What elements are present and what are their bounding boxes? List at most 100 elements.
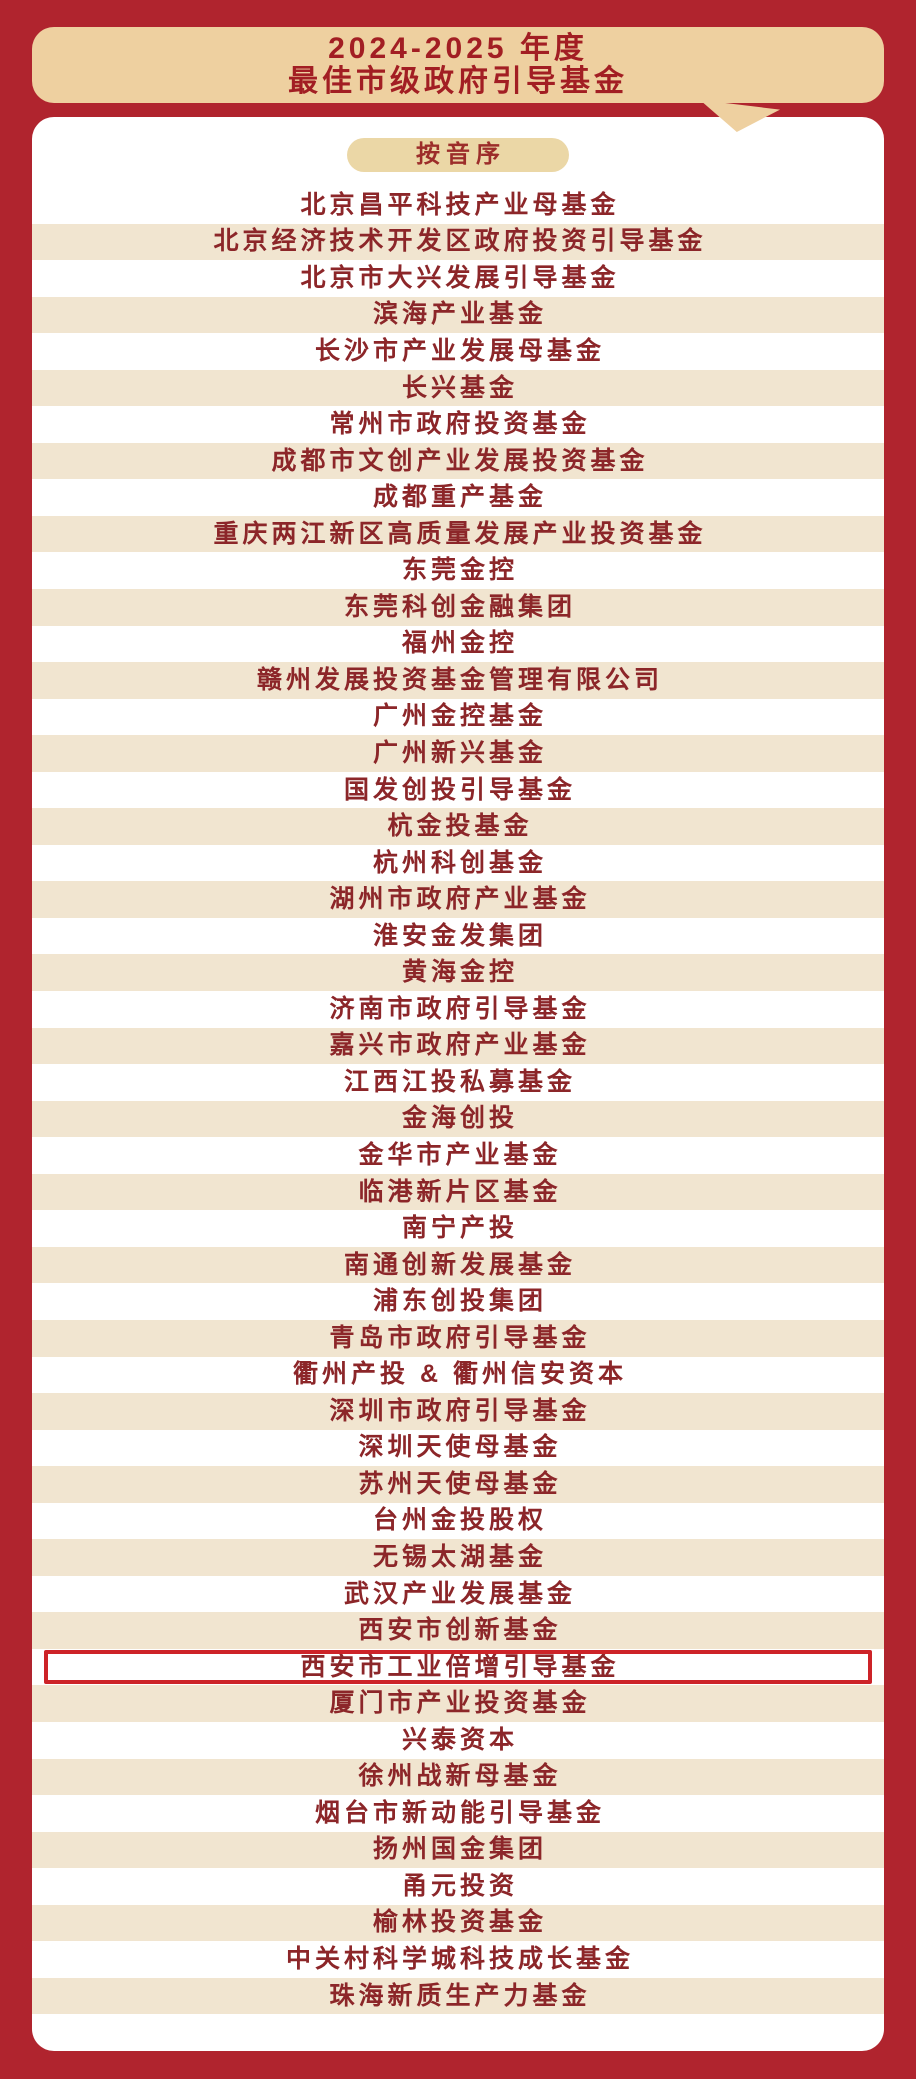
fund-row: 湖州市政府产业基金 — [32, 881, 884, 918]
fund-row: 浦东创投集团 — [32, 1283, 884, 1320]
fund-name: 北京市大兴发展引导基金 — [300, 263, 620, 292]
fund-row: 赣州发展投资基金管理有限公司 — [32, 662, 884, 699]
title-line-2: 最佳市级政府引导基金 — [288, 65, 628, 98]
fund-row: 南宁产投 — [32, 1210, 884, 1247]
fund-row: 甬元投资 — [32, 1868, 884, 1905]
fund-name: 金华市产业基金 — [358, 1140, 562, 1169]
fund-row: 成都市文创产业发展投资基金 — [32, 442, 884, 480]
fund-row-highlighted: 西安市工业倍增引导基金 — [32, 1649, 884, 1686]
fund-row: 北京昌平科技产业母基金 — [32, 187, 884, 224]
fund-name: 黄海金控 — [401, 958, 518, 987]
fund-row: 重庆两江新区高质量发展产业投资基金 — [32, 515, 884, 553]
fund-row: 东莞科创金融集团 — [32, 589, 884, 626]
fund-row: 厦门市产业投资基金 — [32, 1685, 884, 1722]
fund-name: 广州新兴基金 — [372, 738, 547, 767]
fund-name: 厦门市产业投资基金 — [329, 1689, 591, 1718]
fund-name: 滨海产业基金 — [372, 300, 547, 329]
fund-name: 北京昌平科技产业母基金 — [300, 190, 620, 219]
fund-row: 兴泰资本 — [32, 1722, 884, 1759]
fund-row: 金华市产业基金 — [32, 1137, 884, 1174]
fund-name: 无锡太湖基金 — [372, 1543, 547, 1571]
title-line-1: 2024-2025 年度 — [328, 32, 588, 65]
fund-name: 常州市政府投资基金 — [329, 410, 591, 439]
fund-row: 杭金投基金 — [32, 808, 884, 845]
sort-order-label: 按音序 — [416, 141, 506, 168]
fund-row: 武汉产业发展基金 — [32, 1576, 884, 1613]
fund-row: 金海创投 — [32, 1100, 884, 1138]
fund-name: 青岛市政府引导基金 — [329, 1323, 591, 1352]
fund-row: 西安市创新基金 — [32, 1612, 884, 1649]
fund-name: 湖州市政府产业基金 — [329, 885, 591, 914]
fund-list: 北京昌平科技产业母基金北京经济技术开发区政府投资引导基金 北京市大兴发展引导基金滨… — [32, 187, 884, 2015]
fund-row: 台州金投股权 — [32, 1503, 884, 1540]
fund-name: 浦东创投集团 — [372, 1287, 547, 1316]
fund-row: 东莞金控 — [32, 552, 884, 589]
fund-row: 南通创新发展基金 — [32, 1246, 884, 1284]
fund-row: 济南市政府引导基金 — [32, 991, 884, 1028]
fund-name: 榆林投资基金 — [372, 1908, 547, 1937]
fund-name: 成都市文创产业发展投资基金 — [271, 446, 649, 475]
fund-name: 兴泰资本 — [401, 1725, 518, 1754]
fund-row: 临港新片区基金 — [32, 1173, 884, 1211]
fund-name: 北京经济技术开发区政府投资引导基金 — [213, 227, 707, 256]
fund-name: 烟台市新动能引导基金 — [314, 1798, 605, 1827]
fund-row: 长兴基金 — [32, 369, 884, 407]
fund-name: 金海创投 — [401, 1104, 518, 1133]
fund-name: 福州金控 — [401, 629, 518, 658]
fund-row: 江西江投私募基金 — [32, 1064, 884, 1101]
fund-row: 青岛市政府引导基金 — [32, 1319, 884, 1357]
fund-name: 长沙市产业发展母基金 — [314, 336, 605, 365]
sort-order-badge: 按音序 — [347, 138, 569, 172]
fund-name: 珠海新质生产力基金 — [329, 1981, 591, 2010]
fund-name: 扬州国金集团 — [372, 1835, 547, 1864]
fund-name: 深圳市政府引导基金 — [329, 1396, 591, 1425]
fund-name: 杭金投基金 — [387, 812, 533, 841]
fund-name: 广州金控基金 — [372, 702, 547, 731]
fund-name: 济南市政府引导基金 — [329, 994, 591, 1023]
fund-row: 北京经济技术开发区政府投资引导基金 — [32, 223, 884, 261]
fund-name: 东莞金控 — [401, 556, 518, 585]
fund-row: 扬州国金集团 — [32, 1831, 884, 1869]
fund-name: 国发创投引导基金 — [343, 775, 576, 804]
fund-row: 国发创投引导基金 — [32, 772, 884, 809]
fund-row: 广州新兴基金 — [32, 735, 884, 772]
fund-name: 嘉兴市政府产业基金 — [329, 1031, 591, 1060]
fund-row: 徐州战新母基金 — [32, 1758, 884, 1796]
fund-name: 南宁产投 — [401, 1214, 518, 1243]
fund-row: 衢州产投 & 衢州信安资本 — [32, 1357, 884, 1394]
fund-name: 西安市创新基金 — [358, 1616, 562, 1645]
fund-list-card: 按音序 北京昌平科技产业母基金北京经济技术开发区政府投资引导基金 北京市大兴发展引… — [32, 117, 884, 2051]
fund-row: 无锡太湖基金 — [32, 1539, 884, 1576]
title-banner: 2024-2025 年度 最佳市级政府引导基金 — [32, 27, 884, 103]
fund-row: 嘉兴市政府产业基金 — [32, 1027, 884, 1065]
fund-row: 中关村科学城科技成长基金 — [32, 1941, 884, 1978]
fund-name: 南通创新发展基金 — [343, 1250, 576, 1279]
fund-row: 成都重产基金 — [32, 479, 884, 516]
fund-name: 杭州科创基金 — [372, 848, 547, 877]
fund-row: 烟台市新动能引导基金 — [32, 1795, 884, 1832]
fund-name: 成都重产基金 — [372, 483, 547, 512]
fund-name: 临港新片区基金 — [358, 1177, 562, 1206]
fund-row: 黄海金控 — [32, 954, 884, 992]
fund-name: 东莞科创金融集团 — [343, 592, 576, 621]
fund-row: 常州市政府投资基金 — [32, 406, 884, 443]
fund-name: 衢州产投 & 衢州信安资本 — [293, 1360, 627, 1389]
fund-row: 苏州天使母基金 — [32, 1466, 884, 1503]
fund-name: 江西江投私募基金 — [343, 1067, 576, 1096]
fund-name: 徐州战新母基金 — [358, 1762, 562, 1791]
fund-row: 杭州科创基金 — [32, 845, 884, 882]
fund-name: 武汉产业发展基金 — [343, 1579, 576, 1608]
fund-row: 淮安金发集团 — [32, 918, 884, 955]
fund-name: 赣州发展投资基金管理有限公司 — [256, 665, 663, 694]
fund-row: 福州金控 — [32, 626, 884, 663]
fund-name: 长兴基金 — [401, 373, 518, 402]
fund-name: 台州金投股权 — [372, 1506, 547, 1535]
fund-name: 深圳天使母基金 — [358, 1433, 562, 1462]
fund-name: 重庆两江新区高质量发展产业投资基金 — [213, 519, 707, 548]
fund-row: 广州金控基金 — [32, 699, 884, 736]
fund-name: 苏州天使母基金 — [358, 1469, 562, 1498]
fund-row: 长沙市产业发展母基金 — [32, 333, 884, 370]
fund-name: 甬元投资 — [401, 1871, 518, 1900]
fund-row: 北京市大兴发展引导基金 — [32, 260, 884, 297]
